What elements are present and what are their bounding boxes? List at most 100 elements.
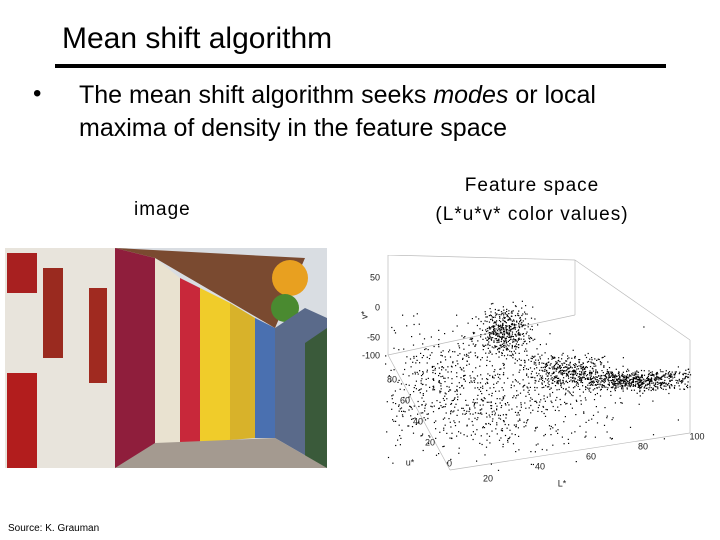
point <box>554 409 556 411</box>
point <box>617 372 619 374</box>
point <box>481 357 483 359</box>
point <box>588 360 590 363</box>
point <box>677 419 679 421</box>
point <box>559 361 561 363</box>
point <box>501 325 503 327</box>
point <box>639 387 642 389</box>
point <box>499 398 501 400</box>
point <box>457 343 459 345</box>
point <box>567 371 569 373</box>
point <box>511 312 513 314</box>
point <box>456 435 458 437</box>
point <box>453 410 455 412</box>
point <box>500 321 502 323</box>
point <box>638 379 641 381</box>
point <box>502 398 504 400</box>
point <box>555 370 557 372</box>
point <box>497 376 500 378</box>
point <box>552 368 554 370</box>
point <box>482 338 484 340</box>
point <box>594 358 596 360</box>
point <box>493 341 495 343</box>
point <box>512 443 515 445</box>
point <box>471 318 473 320</box>
point <box>605 376 607 378</box>
point <box>479 409 481 411</box>
point <box>552 382 554 384</box>
point <box>554 376 556 379</box>
point <box>572 364 575 366</box>
point <box>682 373 684 375</box>
point <box>536 348 538 350</box>
point <box>537 353 539 355</box>
point <box>484 333 486 335</box>
point <box>505 342 507 344</box>
point <box>446 398 448 400</box>
point <box>571 381 573 383</box>
point <box>568 377 570 379</box>
point <box>556 381 558 383</box>
point <box>637 386 639 388</box>
point <box>424 405 426 407</box>
point <box>412 418 414 420</box>
point <box>430 405 432 407</box>
point <box>510 384 512 386</box>
point <box>572 391 574 393</box>
point <box>419 389 421 391</box>
point <box>410 406 412 408</box>
point <box>485 423 487 425</box>
point <box>590 383 592 385</box>
point <box>420 412 422 414</box>
point <box>582 373 584 375</box>
point <box>502 346 504 348</box>
point <box>626 376 628 378</box>
point <box>388 375 390 377</box>
point <box>570 379 572 381</box>
point <box>494 369 496 371</box>
tree <box>271 294 299 322</box>
point <box>488 414 490 416</box>
point <box>387 456 390 459</box>
point <box>545 408 547 411</box>
point <box>508 336 510 338</box>
point <box>505 358 508 360</box>
point <box>498 340 500 342</box>
point <box>555 399 557 401</box>
point <box>572 377 574 379</box>
point <box>612 386 614 388</box>
point <box>504 312 506 314</box>
point <box>499 402 501 404</box>
point <box>512 357 514 359</box>
point <box>603 385 605 387</box>
point <box>487 382 489 384</box>
point <box>473 332 476 334</box>
point <box>472 371 474 373</box>
u-tick-label: 20 <box>425 437 435 447</box>
point <box>544 400 546 402</box>
point <box>577 385 579 387</box>
point <box>468 410 470 413</box>
point <box>504 395 506 397</box>
point <box>499 330 501 332</box>
point <box>509 333 511 335</box>
point <box>622 386 624 388</box>
point <box>426 413 428 415</box>
point <box>449 437 451 439</box>
point <box>503 372 505 374</box>
point <box>405 362 407 364</box>
point <box>532 463 534 466</box>
point <box>451 366 453 368</box>
point <box>419 333 421 335</box>
point <box>580 400 582 402</box>
point <box>486 339 489 341</box>
point <box>506 427 508 429</box>
point <box>438 407 440 409</box>
point <box>503 397 505 399</box>
point <box>433 345 435 348</box>
point <box>612 374 614 376</box>
point <box>524 328 526 330</box>
point <box>643 387 645 389</box>
point <box>521 300 523 302</box>
point <box>550 355 552 357</box>
point <box>507 348 509 351</box>
